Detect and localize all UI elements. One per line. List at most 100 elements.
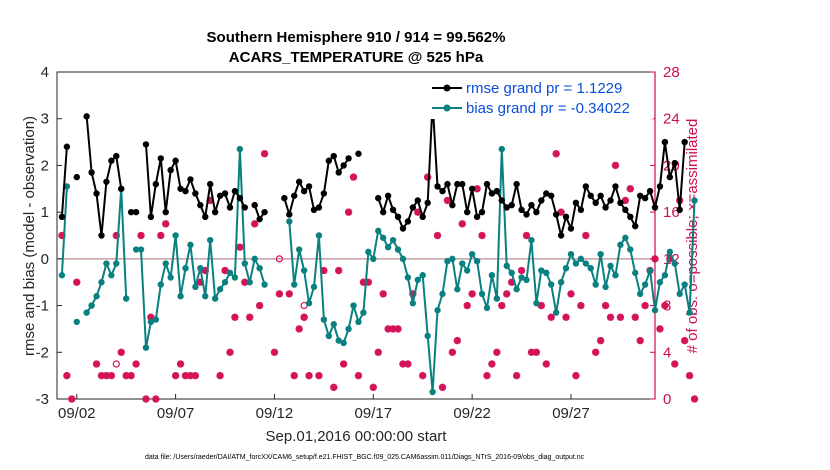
chart-subtitle: ACARS_TEMPERATURE @ 525 hPa — [229, 49, 484, 66]
x-tick-label: 09/07 — [157, 405, 195, 422]
bias-point — [236, 145, 244, 153]
bias-point — [424, 332, 431, 340]
obs-assimilated-marker — [671, 360, 679, 368]
rmse-point — [399, 225, 407, 232]
bias-point — [177, 293, 184, 300]
x-axis-label: Sep.01,2016 00:00:00 start — [266, 428, 448, 445]
bias-point — [320, 316, 328, 323]
bias-point — [691, 197, 698, 204]
chart-title: Southern Hemisphere 910 / 914 = 99.562% — [207, 29, 506, 46]
rmse-point — [439, 187, 446, 195]
obs-assimilated-marker — [651, 255, 659, 263]
obs-assimilated-marker — [681, 337, 689, 345]
obs-assimilated-marker — [340, 360, 348, 368]
left-tick-label: -3 — [36, 391, 49, 408]
rmse-point — [651, 204, 659, 211]
obs-assimilated-marker — [424, 173, 432, 181]
obs-assimilated-marker — [582, 231, 590, 240]
bias-point — [300, 267, 308, 274]
bias-point — [162, 260, 169, 267]
bias-point — [172, 232, 179, 239]
bias-point — [73, 318, 80, 326]
rmse-point — [320, 190, 328, 197]
left-tick-label: 0 — [41, 251, 49, 268]
obs-assimilated-marker — [690, 395, 699, 403]
bias-point — [434, 307, 441, 314]
bias-point — [113, 260, 120, 267]
right-tick-label: 24 — [663, 111, 680, 128]
obs-assimilated-marker — [226, 348, 234, 356]
bias-point — [607, 262, 614, 270]
rmse-point — [449, 201, 456, 209]
y-axis-label-left: rmse and bias (model - observation) — [21, 116, 38, 356]
obs-assimilated-marker — [300, 313, 308, 321]
rmse-point — [548, 192, 555, 199]
bias-point — [340, 339, 347, 347]
legend: rmse grand pr = 1.1229 bias grand pr = -… — [425, 75, 653, 119]
bias-point — [98, 279, 105, 286]
bias-point — [567, 250, 575, 258]
obs-assimilated-marker — [369, 383, 377, 391]
obs-assimilated-marker — [260, 150, 269, 158]
bias-point — [122, 295, 130, 302]
bias-point — [286, 218, 293, 225]
obs-assimilated-marker — [438, 383, 447, 391]
bias-point — [632, 269, 639, 277]
obs-assimilated-marker — [162, 220, 170, 228]
obs-possible-marker — [300, 313, 308, 321]
rmse-point — [132, 208, 140, 216]
bias-point — [108, 272, 115, 279]
bias-point — [83, 309, 90, 316]
bias-point — [478, 290, 486, 298]
obs-assimilated-marker — [295, 325, 303, 333]
rmse-point — [207, 180, 214, 188]
rmse-point — [58, 213, 66, 221]
bias-point — [256, 265, 263, 272]
bias-point — [88, 302, 95, 309]
rmse-point — [607, 197, 614, 204]
rmse-point — [355, 150, 362, 157]
bias-point — [622, 234, 629, 242]
obs-assimilated-marker — [557, 208, 565, 216]
bias-point — [671, 260, 678, 267]
obs-assimilated-marker — [404, 360, 412, 368]
obs-assimilated-marker — [270, 348, 279, 356]
obs-possible-marker — [112, 360, 120, 368]
bias-point — [251, 255, 258, 263]
x-tick-label: 09/22 — [453, 405, 491, 422]
obs-assimilated-marker — [315, 372, 323, 380]
x-tick-label: 09/02 — [58, 405, 96, 422]
rmse-point — [73, 173, 80, 181]
bias-point — [384, 243, 392, 251]
obs-assimilated-marker — [542, 360, 550, 368]
bias-point — [602, 283, 609, 291]
rmse-point — [617, 199, 624, 206]
obs-assimilated-marker — [68, 395, 76, 403]
bias-point — [617, 241, 624, 249]
rmse-point — [444, 180, 451, 188]
bias-point — [394, 246, 402, 253]
plot-area — [56, 71, 656, 400]
rmse-point — [552, 211, 560, 218]
obs-assimilated-marker — [537, 301, 545, 310]
rmse-point — [646, 187, 654, 195]
bias-point — [444, 257, 451, 265]
rmse-point — [414, 197, 421, 204]
rmse-point — [291, 192, 298, 199]
obs-assimilated-marker — [433, 231, 442, 240]
left-tick-label: -2 — [36, 344, 49, 361]
rmse-point — [152, 180, 160, 188]
bias-point — [389, 236, 397, 244]
bias-point — [202, 293, 209, 300]
legend-bias-marker — [443, 104, 451, 112]
bias-point — [686, 309, 693, 316]
obs-assimilated-marker — [246, 313, 254, 321]
rmse-point — [622, 206, 629, 214]
bias-point — [137, 246, 145, 253]
bias-point — [399, 255, 407, 263]
rmse-point — [627, 213, 634, 221]
bias-point — [295, 246, 303, 253]
obs-assimilated-marker — [488, 360, 496, 368]
rmse-point — [286, 211, 293, 218]
obs-assimilated-marker — [577, 301, 585, 310]
